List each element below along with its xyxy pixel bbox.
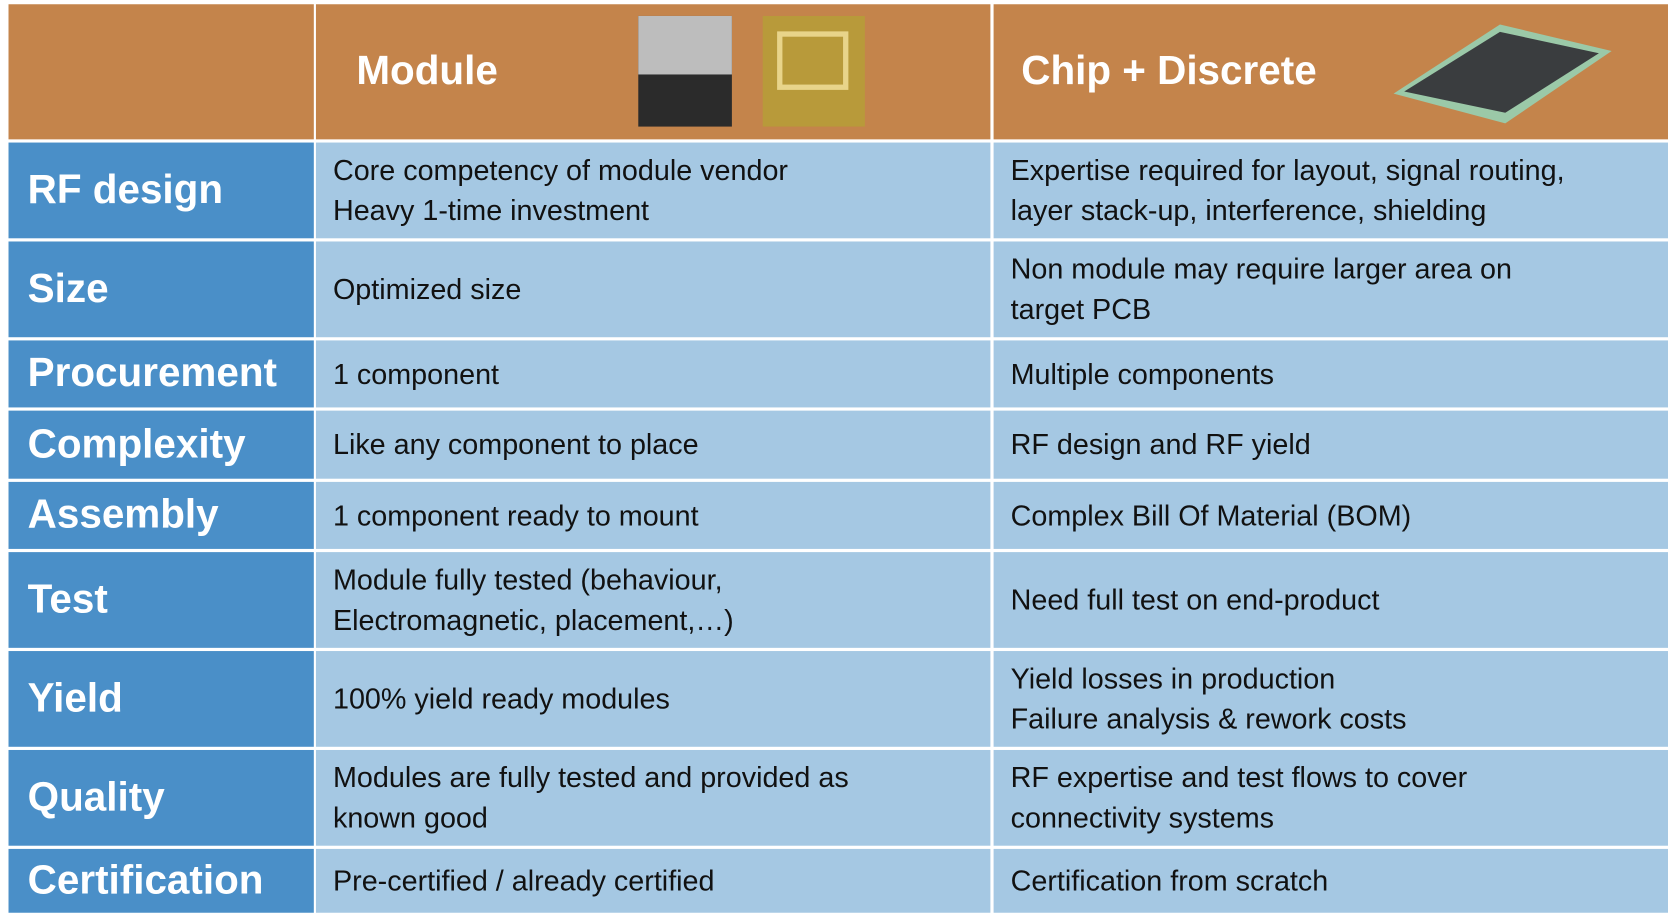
cell-text: Module fully tested (behaviour, bbox=[332, 563, 723, 596]
chip-cell: Need full test on end-product bbox=[993, 552, 1668, 648]
row-label: Quality bbox=[8, 749, 314, 846]
chip-cell: Certification from scratch bbox=[993, 848, 1668, 913]
cell-text: Complex Bill Of Material (BOM) bbox=[1010, 499, 1412, 532]
cell-text: Certification bbox=[27, 857, 264, 903]
cell-text: 1 component bbox=[332, 357, 500, 390]
cell-text: Pre-certified / already certified bbox=[332, 864, 715, 897]
chip-cell: Non module may require larger area on tar… bbox=[993, 241, 1668, 338]
cell-text: connectivity systems bbox=[1010, 802, 1274, 835]
cell-text: Procurement bbox=[27, 351, 278, 396]
module-images bbox=[638, 15, 865, 127]
cell-text: Need full test on end-product bbox=[1010, 584, 1380, 616]
row-label: Assembly bbox=[8, 481, 314, 549]
cell-text: RF expertise and test flows to cover bbox=[1010, 761, 1468, 794]
cell-text: 100% yield ready modules bbox=[332, 682, 670, 715]
module-cell: 100% yield ready modules bbox=[315, 651, 991, 747]
cell-text: 1 component ready to mount bbox=[332, 499, 699, 532]
chip-cell: Complex Bill Of Material (BOM) bbox=[993, 481, 1668, 549]
cell-text: RF design bbox=[27, 167, 224, 213]
cell-text: Modules are fully tested and provided as bbox=[332, 761, 849, 794]
cell-text: Quality bbox=[27, 774, 165, 820]
row-label: Complexity bbox=[8, 410, 314, 479]
cell-text: Size bbox=[27, 266, 109, 312]
cell-text: known good bbox=[332, 802, 488, 835]
header-text: Module bbox=[356, 48, 498, 94]
header-text: Chip + Discrete bbox=[1021, 48, 1317, 94]
module-cell: Optimized size bbox=[315, 241, 991, 338]
cell-text: Expertise required for layout, signal ro… bbox=[1010, 154, 1565, 187]
header-corner bbox=[8, 4, 314, 140]
chip-cell: RF design and RF yield bbox=[993, 410, 1668, 479]
row-label: Procurement bbox=[8, 340, 314, 408]
module-cell: Like any component to place bbox=[315, 410, 991, 479]
cell-text: RF design and RF yield bbox=[1010, 428, 1311, 461]
module-cell: Core competency of module vendor Heavy 1-… bbox=[315, 142, 991, 239]
row-label: Size bbox=[8, 241, 314, 338]
cell-text: Yield losses in production bbox=[1010, 662, 1336, 695]
cell-text: Yield bbox=[27, 676, 123, 721]
row-label: Certification bbox=[8, 848, 314, 913]
chip-cell: Expertise required for layout, signal ro… bbox=[993, 142, 1668, 239]
chip-cell: Multiple components bbox=[993, 340, 1668, 408]
module-cell: 1 component bbox=[315, 340, 991, 408]
chip-cell: Yield losses in production Failure analys… bbox=[993, 651, 1668, 747]
cell-text: Like any component to place bbox=[332, 428, 699, 461]
cell-text: Electromagnetic, placement,…) bbox=[332, 604, 734, 637]
module-cell: Module fully tested (behaviour, Electroma… bbox=[315, 552, 991, 648]
cell-text: Optimized size bbox=[332, 273, 522, 306]
cell-text: Multiple components bbox=[1010, 357, 1275, 390]
module-cell: 1 component ready to mount bbox=[315, 481, 991, 549]
module-cell: Modules are fully tested and provided as… bbox=[315, 749, 991, 846]
cell-text: Test bbox=[27, 577, 108, 622]
row-label: Test bbox=[8, 552, 314, 648]
row-label: Yield bbox=[8, 651, 314, 747]
cell-text: Complexity bbox=[27, 421, 246, 467]
cell-text: Non module may require larger area on bbox=[1010, 253, 1512, 286]
cell-text: Core competency of module vendor bbox=[332, 154, 788, 187]
cell-text: target PCB bbox=[1010, 293, 1152, 326]
cell-text: layer stack-up, interference, shielding bbox=[1010, 194, 1487, 227]
cell-text: Heavy 1-time investment bbox=[332, 194, 650, 227]
cell-text: Certification from scratch bbox=[1010, 864, 1329, 897]
chip-cell: RF expertise and test flows to cover conn… bbox=[993, 749, 1668, 846]
module-cell: Pre-certified / already certified bbox=[315, 848, 991, 913]
cell-text: Assembly bbox=[27, 492, 219, 538]
cell-text: Failure analysis & rework costs bbox=[1010, 703, 1407, 736]
row-label: RF design bbox=[8, 142, 314, 239]
chip-image bbox=[1393, 24, 1612, 124]
